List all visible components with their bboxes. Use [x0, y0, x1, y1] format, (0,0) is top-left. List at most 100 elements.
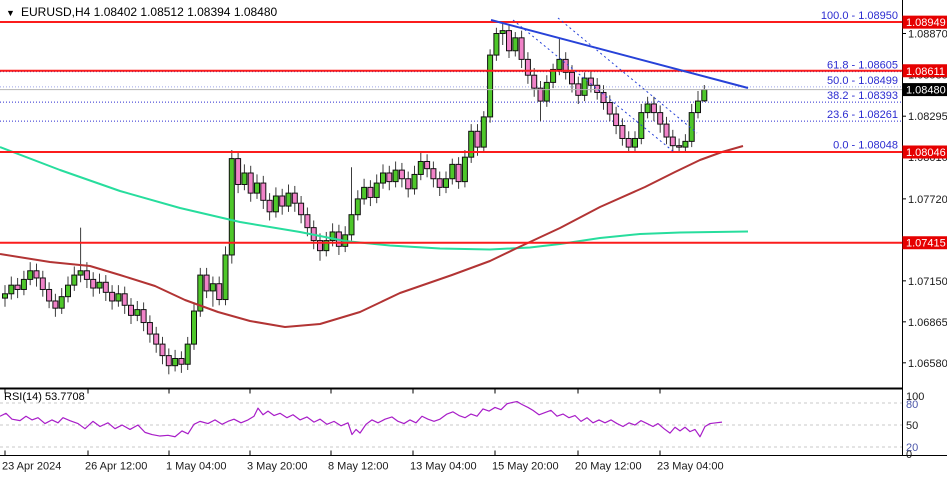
candle-body-bear — [386, 172, 393, 183]
trendlines[interactable] — [490, 17, 749, 153]
candle-body-bull — [373, 182, 380, 198]
candle — [323, 231, 330, 257]
candle — [197, 267, 204, 317]
candle — [134, 300, 141, 322]
candle-body-bear — [587, 77, 594, 86]
candle — [279, 188, 286, 215]
candle — [411, 165, 418, 195]
candle-body-bull — [96, 281, 103, 289]
candle — [480, 111, 487, 153]
candle-body-bear — [524, 58, 531, 76]
dashed-channel-line[interactable] — [557, 17, 698, 134]
candle — [613, 106, 620, 135]
candle-body-bear — [537, 87, 544, 102]
candle-body-bear — [619, 125, 626, 139]
candle-body-bull — [354, 198, 361, 216]
candle — [619, 118, 626, 146]
time-tick-label: 23 Apr 2024 — [2, 461, 61, 473]
candle — [392, 161, 399, 188]
candle-body-bear — [266, 199, 273, 213]
rsi-axis-label-80: 80 — [906, 399, 918, 411]
candle — [20, 270, 27, 296]
candle — [146, 315, 153, 343]
candle-body-bear — [304, 214, 311, 229]
candle — [587, 70, 594, 93]
candle — [367, 180, 374, 207]
candle-body-bull — [644, 103, 651, 114]
candle — [165, 348, 172, 375]
candle — [298, 196, 305, 224]
rsi-axis-label-0: 0 — [906, 449, 912, 461]
fib-level-label: 0.0 - 1.08048 — [833, 140, 898, 152]
time-tick-label: 23 May 04:00 — [657, 461, 724, 473]
candle-body-bear — [669, 136, 676, 147]
time-tick-label: 20 May 12:00 — [575, 461, 642, 473]
candle — [222, 246, 229, 306]
candle-body-bear — [405, 178, 412, 190]
candle-body-bear — [39, 277, 46, 290]
candle — [632, 131, 638, 153]
fib-level-label: 23.6 - 1.08261 — [827, 109, 898, 121]
candle — [449, 158, 456, 185]
candle-body-bear — [606, 102, 613, 115]
candle — [235, 151, 242, 194]
candle — [373, 174, 380, 204]
candle-body-bear — [52, 300, 59, 309]
candle-body-bull — [449, 163, 456, 180]
candle-body-bear — [367, 186, 374, 198]
price-badge-red — [902, 15, 947, 29]
candle-body-bear — [398, 169, 405, 180]
candle — [657, 105, 664, 133]
descending-trendline[interactable] — [490, 19, 749, 89]
price-tick-label: 1.08870 — [908, 29, 947, 41]
candle — [8, 276, 15, 300]
candle-body-bull — [632, 137, 638, 148]
candle-body-bear — [291, 192, 298, 204]
candle — [241, 164, 248, 191]
candle-body-bull — [512, 37, 519, 52]
rsi-axis-label-50: 50 — [906, 420, 918, 432]
candle — [115, 285, 122, 307]
candle — [430, 161, 437, 188]
candle — [417, 152, 424, 181]
symbol-dropdown-icon[interactable]: ▼ — [6, 8, 15, 18]
candle-body-bear — [569, 71, 575, 85]
candle — [52, 293, 59, 317]
candle — [153, 326, 160, 353]
candle-body-bull — [361, 186, 368, 200]
fib-level-label: 100.0 - 1.08950 — [821, 10, 898, 22]
candle — [506, 24, 512, 58]
candle — [650, 96, 657, 122]
candle — [46, 282, 53, 309]
candle — [254, 174, 260, 199]
candle-body-bull — [115, 293, 122, 302]
candle-body-bull — [272, 195, 279, 213]
price-tick-label: 1.08295 — [908, 111, 947, 123]
candle — [33, 263, 40, 287]
candle — [474, 124, 481, 156]
candle — [443, 171, 449, 194]
candle — [39, 270, 46, 297]
candle-body-bull — [209, 283, 216, 292]
time-tick-label: 15 May 20:00 — [492, 461, 559, 473]
candle — [455, 157, 462, 189]
candle — [58, 288, 65, 314]
candle — [272, 187, 279, 218]
candle — [569, 65, 575, 93]
time-axis: 23 Apr 2024 26 Apr 12:00 1 May 04:00 3 May … — [2, 388, 724, 473]
candle — [676, 138, 683, 152]
candle-body-bear — [424, 160, 431, 170]
candle — [317, 233, 323, 261]
fibonacci-retracement[interactable]: 100.0 - 1.08950 61.8 - 1.08605 50.0 - 1.08… — [0, 10, 902, 153]
candle-body-bull — [285, 192, 292, 207]
candle-body-bear — [178, 357, 185, 365]
price-tick-label: 1.06865 — [908, 317, 947, 329]
price-badge-red — [902, 64, 947, 78]
candle-body-bear — [14, 284, 21, 290]
candle — [285, 184, 292, 212]
candle-body-bull — [701, 89, 708, 102]
time-tick-label: 3 May 20:00 — [247, 461, 308, 473]
candle-body-bull — [191, 310, 197, 345]
horizontal-levels[interactable] — [0, 21, 902, 244]
